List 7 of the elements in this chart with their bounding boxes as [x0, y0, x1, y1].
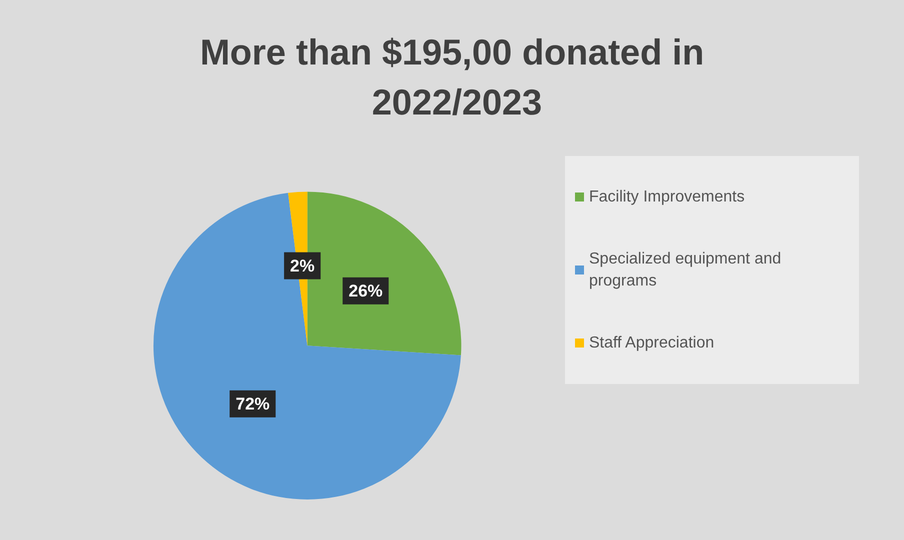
legend-label: Facility Improvements: [589, 188, 745, 206]
legend-label: Specialized equipment and programs: [589, 250, 786, 290]
data-label: 26%: [348, 281, 383, 300]
data-label: 2%: [290, 256, 315, 276]
chart-title: More than $195,00 donated in 2022/2023: [200, 32, 704, 122]
legend-label: Staff Appreciation: [589, 334, 714, 352]
data-label: 72%: [236, 394, 270, 414]
